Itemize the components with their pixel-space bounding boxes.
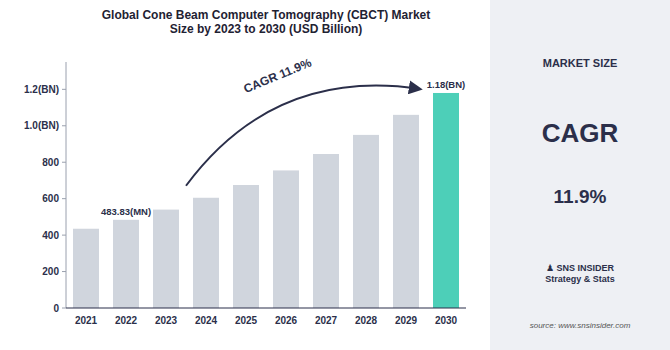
side-panel-text: ♟ SNS INSIDERStrategy & Stats [545, 263, 615, 284]
bar [313, 154, 339, 308]
x-tick-label: 2026 [275, 315, 298, 326]
side-panel-text: CAGR [542, 118, 619, 148]
chart-title: Global Cone Beam Computer Tomography (CB… [102, 8, 430, 36]
y-tick-label: 1.0(BN) [24, 120, 59, 131]
x-tick-label: 2030 [435, 315, 458, 326]
x-tick-label: 2025 [235, 315, 258, 326]
text-line: CAGR [542, 118, 619, 148]
growth-annotation: CAGR 11.9% [242, 55, 314, 96]
text-line: 11.9% [554, 186, 607, 207]
text-line: Global Cone Beam Computer Tomography (CB… [102, 8, 430, 22]
bar [433, 93, 459, 308]
y-tick-label: 600 [42, 193, 59, 204]
text-line: source: www.snsinsider.com [530, 321, 631, 330]
x-tick-label: 2021 [75, 315, 98, 326]
y-tick [62, 162, 66, 163]
x-tick-label: 2028 [355, 315, 378, 326]
text-line: Strategy & Stats [545, 274, 615, 284]
y-tick-label: 1.2(BN) [24, 84, 59, 95]
chart-container: Global Cone Beam Computer Tomography (CB… [0, 0, 670, 350]
y-tick [62, 198, 66, 199]
y-tick-label: 200 [42, 266, 59, 277]
y-tick [62, 235, 66, 236]
y-tick [62, 125, 66, 126]
text-line: MARKET SIZE [543, 57, 618, 69]
x-axis-line [66, 307, 466, 308]
bar [393, 115, 419, 308]
side-panel-text: MARKET SIZE [543, 57, 618, 69]
y-tick-label: 0 [53, 303, 59, 314]
bar [353, 135, 379, 308]
growth-arrow [186, 86, 420, 186]
y-tick-label: 400 [42, 230, 59, 241]
bar-annotation: 483.83(MN) [101, 206, 151, 217]
y-tick-label: 800 [42, 157, 59, 168]
y-tick [62, 271, 66, 272]
bars [73, 93, 459, 308]
side-panel-background [490, 0, 670, 350]
text-line: ♟ SNS INSIDER [546, 263, 615, 273]
bar [113, 220, 139, 308]
bar [233, 185, 259, 308]
text-line: Size by 2023 to 2030 (USD Billion) [170, 22, 363, 36]
bar [73, 229, 99, 308]
side-panel-text: 11.9% [554, 186, 607, 207]
bar [193, 198, 219, 308]
x-tick-label: 2022 [115, 315, 138, 326]
bar [153, 210, 179, 308]
y-tick [62, 308, 66, 309]
x-tick-label: 2024 [195, 315, 218, 326]
x-tick-label: 2027 [315, 315, 338, 326]
y-tick [62, 89, 66, 90]
x-tick-label: 2023 [155, 315, 178, 326]
x-tick-label: 2029 [395, 315, 418, 326]
bar-annotation: 1.18(BN) [427, 79, 466, 90]
side-panel-text: source: www.snsinsider.com [530, 321, 631, 330]
chart-svg: Global Cone Beam Computer Tomography (CB… [0, 0, 670, 350]
bar [273, 170, 299, 308]
